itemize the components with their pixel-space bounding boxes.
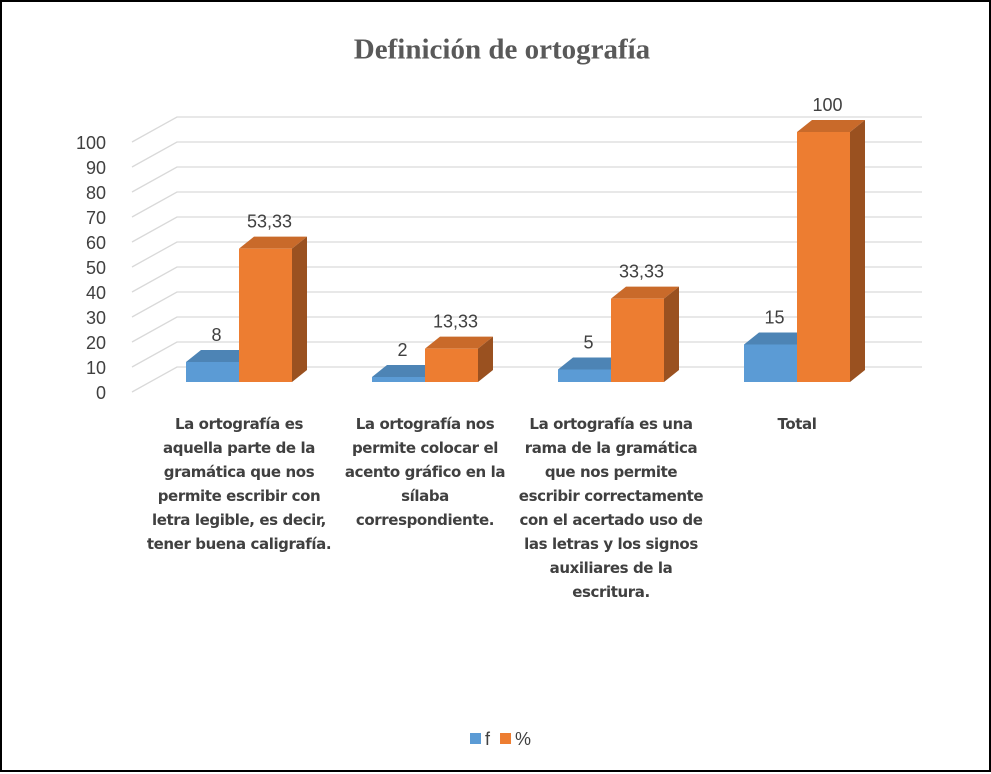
y-tick-label: 60 <box>86 233 106 253</box>
grid-line <box>131 241 922 268</box>
legend-label: f <box>485 729 491 749</box>
legend-label: % <box>515 729 531 749</box>
y-tick-label: 40 <box>86 283 106 303</box>
x-tick-label: La ortografía es aquella parte de la gra… <box>146 415 332 553</box>
bar-top <box>797 120 865 132</box>
bar-side <box>478 336 493 382</box>
y-tick-label: 0 <box>96 383 106 403</box>
bar <box>744 344 797 382</box>
bar-top <box>425 336 493 349</box>
grid-line <box>131 266 922 293</box>
data-label: 15 <box>764 307 784 327</box>
y-tick-label: 100 <box>76 133 106 153</box>
y-tick-label: 10 <box>86 358 106 378</box>
data-label: 53,33 <box>247 211 292 231</box>
data-label: 5 <box>583 332 593 352</box>
bar-top <box>611 286 679 299</box>
data-label: 100 <box>812 95 842 115</box>
bar <box>797 132 850 382</box>
bar <box>558 369 611 382</box>
bar-side <box>292 236 307 382</box>
bar-side <box>664 286 679 382</box>
y-tick-label: 70 <box>86 208 106 228</box>
data-label: 33,33 <box>619 261 664 281</box>
data-label: 2 <box>397 340 407 360</box>
grid-line <box>131 116 922 143</box>
grid-line <box>131 191 922 218</box>
data-label: 8 <box>211 325 221 345</box>
y-tick-label: 20 <box>86 333 106 353</box>
bar <box>611 298 664 382</box>
bar <box>186 362 239 382</box>
bar <box>239 248 292 382</box>
bar <box>372 377 425 382</box>
bar-top <box>239 236 307 249</box>
y-tick-label: 90 <box>86 158 106 178</box>
y-tick-label: 30 <box>86 308 106 328</box>
legend-swatch <box>500 733 512 744</box>
x-tick-label: La ortografía es una rama de la gramátic… <box>518 415 704 601</box>
bar-top <box>372 365 440 377</box>
grid-line <box>131 166 922 193</box>
legend-swatch <box>470 733 481 744</box>
bar <box>425 348 478 382</box>
bar-top <box>744 332 812 345</box>
bar-side <box>850 120 865 382</box>
y-tick-label: 80 <box>86 183 106 203</box>
bar-top <box>558 357 626 370</box>
grid-line <box>131 216 922 243</box>
bar-top <box>186 350 254 362</box>
data-label: 13,33 <box>433 311 478 331</box>
x-tick-label: Total <box>777 415 817 433</box>
x-tick-label: La ortografía nos permite colocar el ace… <box>344 415 506 529</box>
grid-line <box>131 141 922 168</box>
chart-title: Definición de ortografía <box>354 34 651 66</box>
y-tick-label: 50 <box>86 258 106 278</box>
